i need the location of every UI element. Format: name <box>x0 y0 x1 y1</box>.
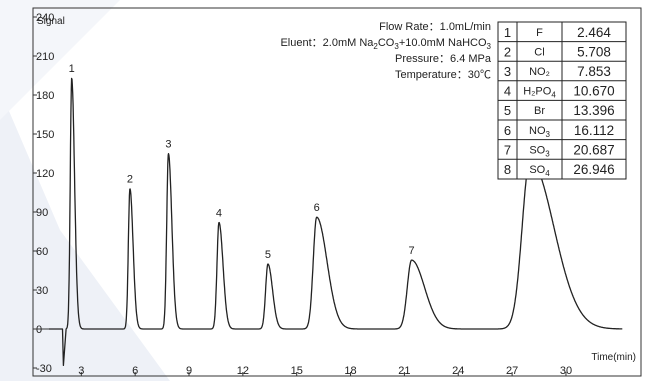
eluent-text: Eluent：2.0mM Na2CO3+10.0mM NaHCO3 <box>280 37 491 51</box>
table-row-number: 2 <box>504 44 511 59</box>
x-tick-label: 21 <box>398 365 410 377</box>
x-tick-label: 18 <box>344 365 356 377</box>
table-row-ion: SO3 <box>529 144 550 158</box>
retention-time-table: 1 F 2.464 2 Cl 5.708 3 NO₂ 7.853 4 H₂PO4 10.670 5 Br 1… <box>497 21 627 180</box>
flow-rate-text: Flow Rate：1.0mL/min <box>379 21 491 33</box>
table-row-ion: Br <box>534 105 545 117</box>
table-row-ion: NO₂ <box>529 66 550 78</box>
table-row-retention-time: 20.687 <box>573 142 614 157</box>
table-row-number: 7 <box>504 142 511 157</box>
peak-label: 6 <box>314 202 320 214</box>
peak-labels: 1 2 3 4 5 6 7 8 <box>69 63 533 261</box>
table-row-ion: SO4 <box>529 164 550 178</box>
pressure-text: Pressure：6.4 MPa <box>395 53 492 65</box>
peak-label: 4 <box>216 207 222 219</box>
x-tick-label: 30 <box>560 365 572 377</box>
table-row-ion: F <box>536 27 543 39</box>
x-tick-label: 15 <box>291 365 303 377</box>
y-tick-label: 120 <box>36 168 54 180</box>
y-axis-title: Signal <box>37 16 65 27</box>
peak-label: 3 <box>165 139 171 151</box>
table-row-retention-time: 13.396 <box>573 103 614 118</box>
conditions-block: Flow Rate：1.0mL/min Eluent：2.0mM Na2CO3+… <box>280 21 491 81</box>
table-row-number: 4 <box>504 84 511 99</box>
peak-label: 1 <box>69 63 75 75</box>
table-row-number: 5 <box>504 103 511 118</box>
table-row-number: 8 <box>504 162 511 177</box>
temperature-text: Temperature：30℃ <box>395 69 491 81</box>
peak-label: 2 <box>127 174 133 186</box>
y-tick-label: 30 <box>36 285 48 297</box>
y-tick-label: 240 <box>36 12 54 24</box>
plot-frame <box>32 7 642 377</box>
peak-label: 7 <box>409 245 415 257</box>
background-shape <box>0 0 120 120</box>
table-row-ion: NO3 <box>529 125 551 139</box>
y-tick-label: 210 <box>36 51 54 63</box>
table-row-retention-time: 2.464 <box>577 25 611 40</box>
y-tick-label: 60 <box>36 246 48 258</box>
table-row-retention-time: 16.112 <box>574 123 614 138</box>
table-row-retention-time: 7.853 <box>577 64 611 79</box>
x-axis-title: Time(min) <box>591 352 636 363</box>
x-tick-label: 24 <box>452 365 464 377</box>
peak-label: 5 <box>265 249 271 261</box>
x-tick-label: 27 <box>506 365 518 377</box>
table-row-ion: H₂PO4 <box>523 86 556 100</box>
table-row-number: 3 <box>504 64 511 79</box>
y-tick-label: 90 <box>36 207 48 219</box>
y-tick-label: 0 <box>36 324 42 336</box>
y-tick-label: -30 <box>36 363 52 375</box>
x-tick-label: 9 <box>186 365 192 377</box>
x-tick-label: 6 <box>132 365 138 377</box>
y-tick-label: 150 <box>36 129 54 141</box>
x-tick-label: 12 <box>237 365 249 377</box>
table-row-retention-time: 5.708 <box>577 44 611 59</box>
table-row-retention-time: 26.946 <box>573 162 614 177</box>
x-axis: 3 6 9 12 15 18 21 24 27 30 <box>78 365 572 377</box>
table-row-ion: Cl <box>534 46 544 58</box>
y-axis: -300306090120150180210240270 <box>33 12 55 375</box>
table-row-retention-time: 10.670 <box>573 84 614 99</box>
table-row-number: 6 <box>504 123 511 138</box>
y-tick-label: 180 <box>36 90 54 102</box>
x-tick-label: 3 <box>78 365 84 377</box>
table-row-number: 1 <box>504 25 511 40</box>
background-shape <box>0 90 170 381</box>
